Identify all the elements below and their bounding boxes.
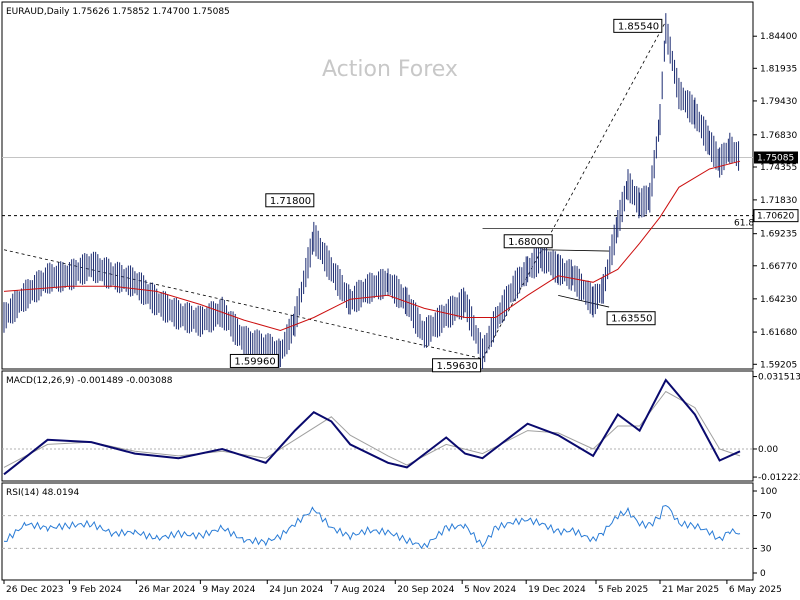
y-tick-label: 1.79430 [760,97,797,107]
macd-series: 0.031513 0.00 -0.012223 [2,373,800,483]
rsi-tick-label: 100 [760,487,777,497]
annotation-box [503,234,553,249]
annotation-label: 1.63550 [611,314,652,325]
annotation-label: 1.85540 [618,21,659,32]
x-tick-label: 26 Mar 2024 [138,585,195,595]
rsi-tick-label: 70 [760,512,772,522]
y-tick-label: 1.59205 [760,360,797,370]
current-price-label: 1.75085 [757,154,794,164]
y-tick-label: 1.74355 [760,163,797,173]
main-y-axis: 1.84400 1.81935 1.79430 1.76830 1.74355 1.718… [753,32,797,370]
annotation-label: 1.68000 [508,237,549,248]
y-tick-label: 1.61680 [760,328,797,338]
y-tick-label: 1.84400 [760,32,797,42]
macd-tick-label: -0.012223 [758,473,800,483]
annotation-box [613,18,663,33]
annotation-box [265,193,315,208]
y-tick-label: 1.81935 [760,64,797,74]
macd-panel [1,370,754,482]
fib-label: 61.8 [734,219,754,229]
chart-header: EURAUD,Daily 1.75626 1.75852 1.74700 1.7… [6,7,230,17]
x-axis: 26 Dec 2023 9 Feb 2024 26 Mar 2024 9 May 20… [3,580,782,595]
main-panel [1,1,754,370]
x-tick-label: 21 Mar 2025 [662,585,719,595]
x-tick-label: 24 Jun 2024 [269,585,323,595]
x-tick-label: 5 Nov 2024 [464,585,516,595]
rsi-line [3,504,741,550]
y-tick-label: 1.71830 [760,196,797,206]
annotation-label: 1.59630 [437,361,478,372]
y-tick-label: 1.64230 [760,295,797,305]
x-tick-label: 20 Sep 2024 [397,585,454,595]
channel-top-line [542,249,610,252]
rsi-panel [1,482,754,581]
level-tag [753,209,799,223]
annotation-label: 1.59960 [234,356,275,367]
rsi-tick-label: 30 [760,544,772,554]
macd-label: MACD(12,26,9) -0.001489 -0.003088 [6,376,173,386]
current-price-tag [754,151,798,164]
level-tag-label: 1.70620 [757,212,794,222]
moving-average-line [3,160,741,332]
x-tick-label: 26 Dec 2023 [6,585,64,595]
x-tick-label: 19 Dec 2024 [528,585,586,595]
x-tick-label: 5 Feb 2025 [598,585,648,595]
annotation-box [229,353,279,368]
y-tick-label: 1.76830 [760,131,797,141]
rsi-label: RSI(14) 48.0194 [6,488,79,498]
watermark: Action Forex [322,57,458,82]
macd-tick-label: 0.00 [758,445,778,455]
falling-trendline [3,249,483,360]
rally-trendline [482,21,667,359]
channel-bottom-line [558,294,610,308]
macd-line [3,378,741,476]
annotation-box [606,311,656,326]
x-tick-label: 9 May 2024 [202,585,255,595]
rsi-series: 100 70 30 0 [2,487,777,579]
rsi-tick-label: 0 [760,569,766,579]
x-tick-label: 9 Feb 2024 [71,585,122,595]
macd-tick-label: 0.031513 [758,373,800,383]
y-tick-label: 1.66770 [760,262,797,272]
annotation-box [432,358,482,373]
y-tick-label: 1.69235 [760,230,797,240]
annotation-label: 1.71800 [270,196,311,207]
x-tick-label: 6 May 2025 [729,585,782,595]
x-tick-label: 7 Aug 2024 [333,585,385,595]
